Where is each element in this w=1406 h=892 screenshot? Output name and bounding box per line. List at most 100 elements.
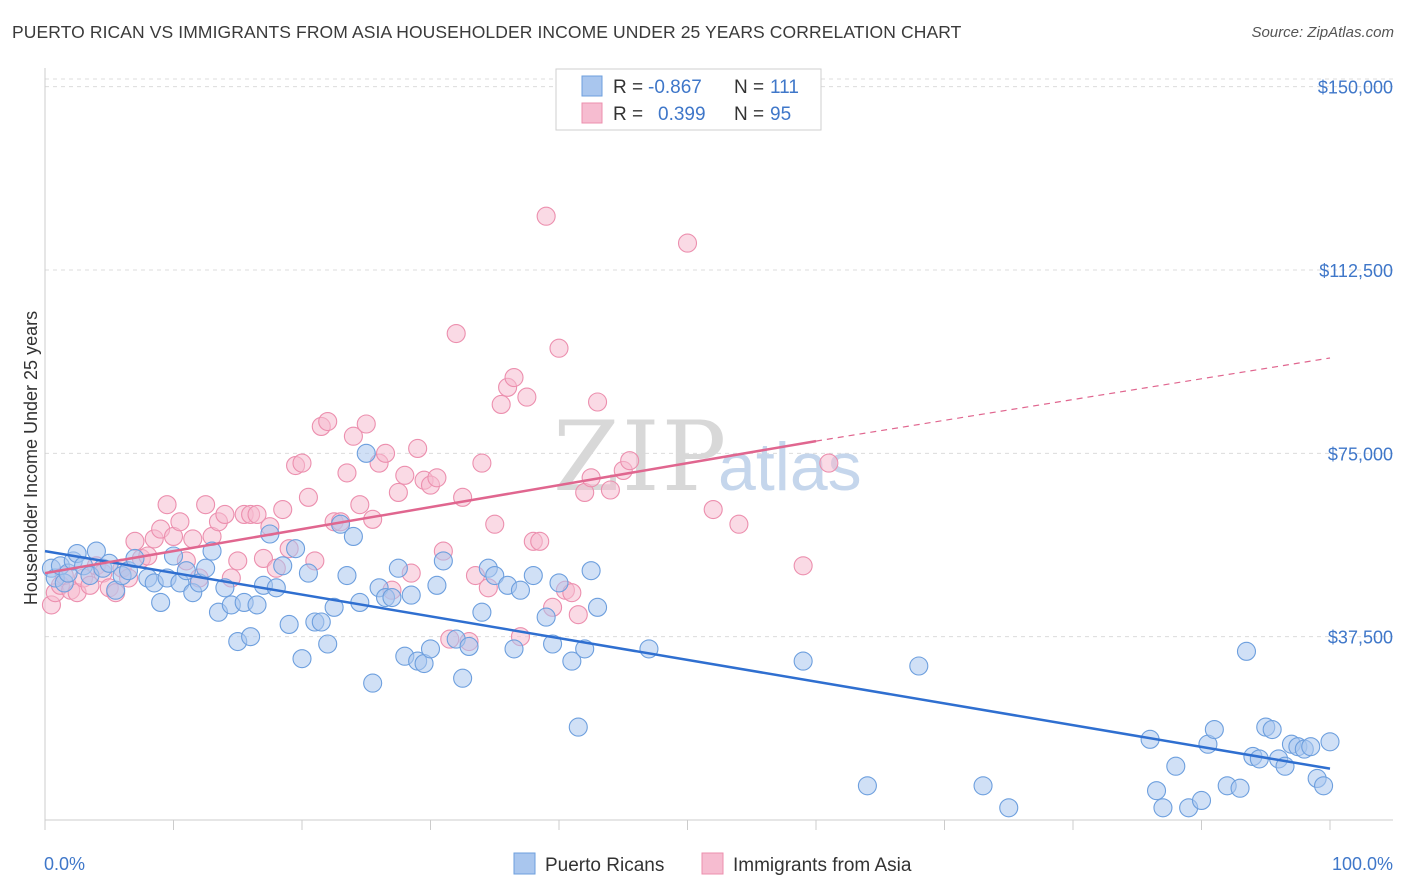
y-axis-label: Householder Income Under 25 years <box>21 311 41 605</box>
point-immigrants-from-asia <box>819 453 839 473</box>
legend-n-value-2: 95 <box>770 104 791 125</box>
x-tick-labels: 0.0% 100.0% <box>44 854 1393 874</box>
point-immigrants-from-asia <box>125 531 145 551</box>
point-puerto-ricans <box>241 627 261 647</box>
point-immigrants-from-asia <box>517 387 537 407</box>
point-immigrants-from-asia <box>318 412 338 432</box>
legend-r-label-1: R = <box>613 77 643 98</box>
legend-r-value-1: -0.867 <box>648 77 702 98</box>
legend-n-value-1: 111 <box>770 77 799 98</box>
point-immigrants-from-asia <box>388 482 408 502</box>
point-immigrants-from-asia <box>620 451 640 471</box>
point-puerto-ricans <box>504 639 524 659</box>
y-tick-label-0: $37,500 <box>1328 628 1393 648</box>
trend-line-immigrants-from-asia <box>44 439 817 575</box>
point-puerto-ricans <box>363 673 383 693</box>
y-tick-labels: $37,500 $75,000 $112,500 $150,000 <box>1318 78 1393 648</box>
point-puerto-ricans <box>472 602 492 622</box>
series-legend-label-immigrants-from-asia: Immigrants from Asia <box>733 855 912 876</box>
point-puerto-ricans <box>1262 720 1282 740</box>
point-puerto-ricans <box>388 558 408 578</box>
point-puerto-ricans <box>266 578 286 598</box>
trend-line-puerto-ricans <box>44 549 1331 770</box>
point-immigrants-from-asia <box>536 206 556 226</box>
point-puerto-ricans <box>382 588 402 608</box>
point-immigrants-from-asia <box>530 531 550 551</box>
point-immigrants-from-asia <box>446 324 466 344</box>
x-tick-label-0: 0.0% <box>44 854 85 874</box>
point-puerto-ricans <box>581 561 601 581</box>
point-puerto-ricans <box>420 639 441 659</box>
point-puerto-ricans <box>279 614 299 634</box>
point-puerto-ricans <box>151 592 171 612</box>
point-puerto-ricans <box>510 580 531 600</box>
point-immigrants-from-asia <box>157 495 177 515</box>
point-immigrants-from-asia <box>183 529 203 549</box>
y-tick-label-1: $75,000 <box>1328 444 1393 464</box>
series-legend-swatch-pink <box>701 852 724 875</box>
point-immigrants-from-asia <box>485 514 505 534</box>
point-immigrants-from-asia <box>600 480 620 500</box>
point-immigrants-from-asia <box>343 426 363 446</box>
point-immigrants-from-asia <box>504 368 524 388</box>
point-puerto-ricans <box>401 585 421 605</box>
point-puerto-ricans <box>292 649 312 669</box>
point-puerto-ricans <box>549 573 569 593</box>
point-puerto-ricans <box>543 634 563 654</box>
trend-extension-immigrants-from-asia <box>815 357 1331 442</box>
point-puerto-ricans <box>343 526 363 546</box>
legend-swatch-blue <box>581 75 603 97</box>
point-immigrants-from-asia <box>568 605 588 625</box>
point-immigrants-from-asia <box>395 465 415 485</box>
point-immigrants-from-asia <box>292 453 312 473</box>
point-immigrants-from-asia <box>170 512 190 532</box>
point-puerto-ricans <box>273 556 293 576</box>
series-legend: Puerto Ricans Immigrants from Asia <box>513 852 912 876</box>
point-puerto-ricans <box>1146 781 1167 801</box>
legend-r-label-2: R = <box>613 104 643 125</box>
point-immigrants-from-asia <box>677 233 698 253</box>
point-puerto-ricans <box>485 566 505 586</box>
point-immigrants-from-asia <box>228 551 248 571</box>
point-puerto-ricans <box>311 612 331 632</box>
trend-lines <box>44 357 1331 770</box>
series-legend-label-puerto-ricans: Puerto Ricans <box>545 855 664 876</box>
axes <box>44 68 1393 830</box>
point-puerto-ricans <box>1301 737 1321 757</box>
y-tick-label-3: $150,000 <box>1318 78 1393 98</box>
point-puerto-ricans <box>1230 778 1250 798</box>
point-puerto-ricans <box>298 563 318 583</box>
point-puerto-ricans <box>1204 720 1224 740</box>
point-puerto-ricans <box>247 595 267 615</box>
point-puerto-ricans <box>1153 798 1173 818</box>
legend-n-label-1: N = <box>734 77 764 98</box>
point-puerto-ricans <box>324 597 344 617</box>
point-puerto-ricans <box>196 558 216 578</box>
point-puerto-ricans <box>999 798 1019 818</box>
point-immigrants-from-asia <box>472 453 492 473</box>
point-puerto-ricans <box>1166 756 1186 776</box>
point-immigrants-from-asia <box>356 414 376 434</box>
point-puerto-ricans <box>857 776 877 796</box>
point-puerto-ricans <box>202 541 222 561</box>
point-immigrants-from-asia <box>337 463 357 483</box>
point-immigrants-from-asia <box>491 394 511 414</box>
legend-n-label-2: N = <box>734 104 764 125</box>
point-puerto-ricans <box>1314 776 1334 796</box>
chart-title: PUERTO RICAN VS IMMIGRANTS FROM ASIA HOU… <box>12 22 962 42</box>
x-tick-label-1: 100.0% <box>1332 854 1393 874</box>
point-immigrants-from-asia <box>350 495 370 515</box>
source-label: Source: ZipAtlas.com <box>1251 24 1394 41</box>
point-immigrants-from-asia <box>253 548 274 568</box>
watermark: ZIP atlas <box>553 401 862 513</box>
point-puerto-ricans <box>356 443 376 463</box>
watermark-atlas: atlas <box>718 429 862 505</box>
correlation-legend: R = -0.867 N = 111 R = 0.399 N = 95 <box>555 68 822 131</box>
point-puerto-ricans <box>459 636 479 656</box>
point-puerto-ricans <box>337 566 357 586</box>
point-immigrants-from-asia <box>703 500 723 520</box>
point-puerto-ricans <box>793 651 813 671</box>
point-puerto-ricans <box>1236 641 1257 661</box>
point-puerto-ricans <box>909 656 929 676</box>
